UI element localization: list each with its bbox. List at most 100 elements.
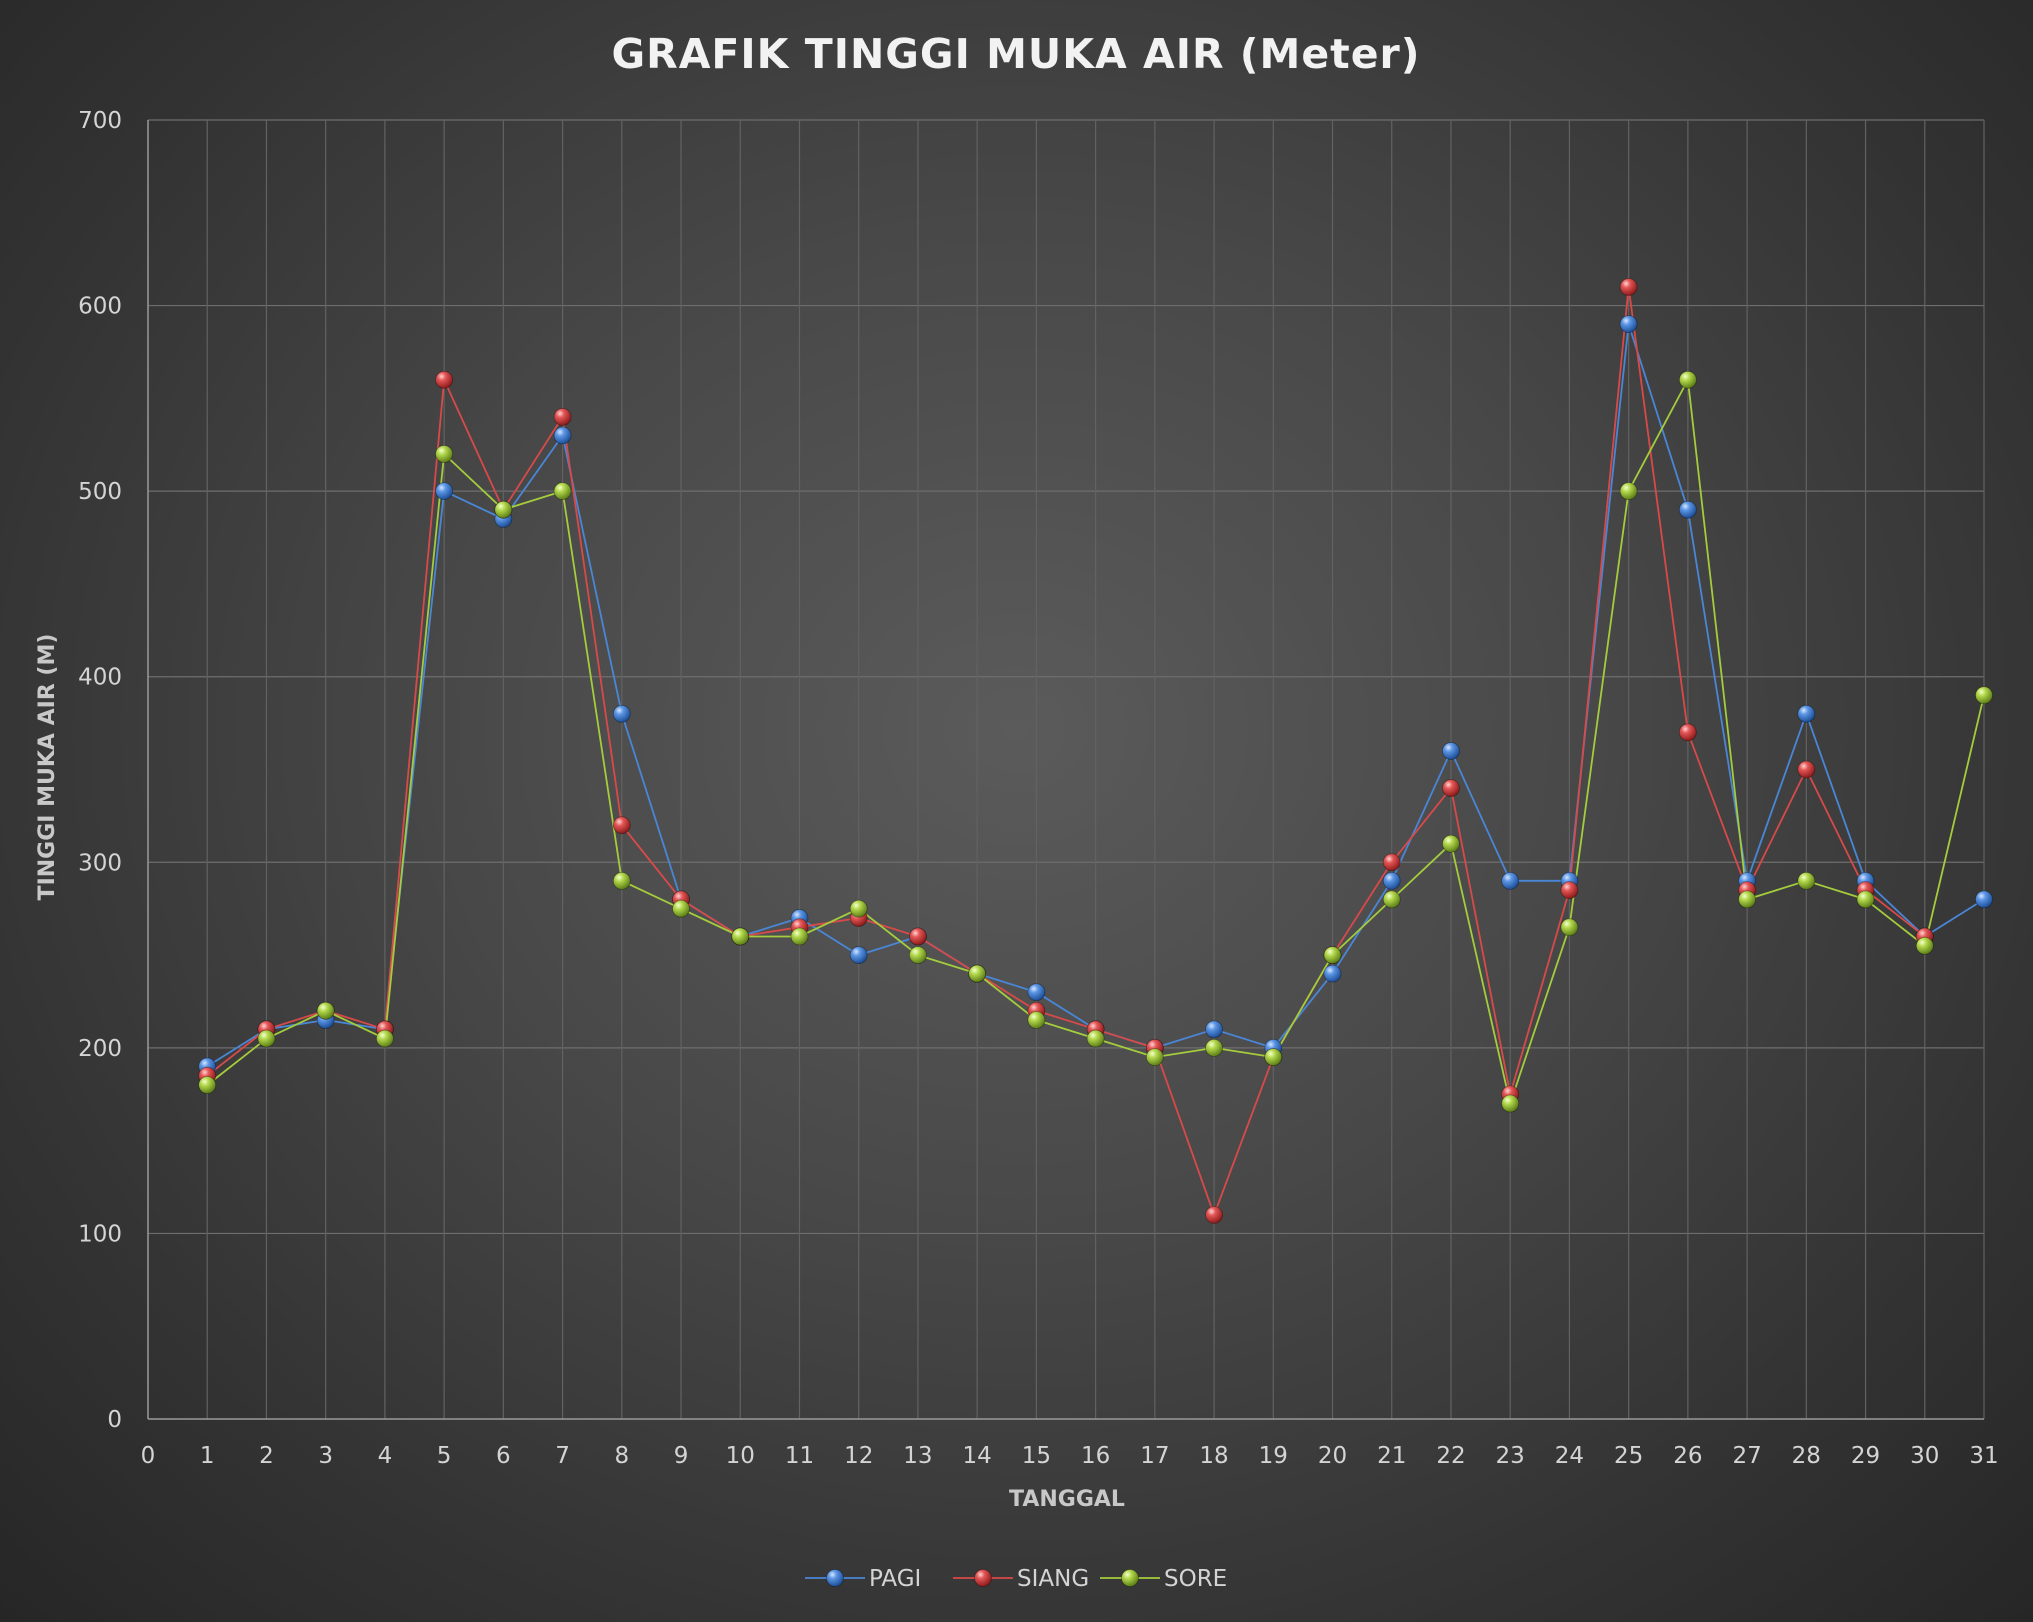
x-tick-label: 14	[963, 1443, 992, 1469]
data-point-pagi	[612, 704, 631, 723]
x-tick-label: 1	[200, 1443, 215, 1469]
legend-item-siang: SIANG	[953, 1566, 1089, 1592]
x-tick-label: 17	[1140, 1443, 1169, 1469]
legend-item-sore: SORE	[1100, 1566, 1227, 1592]
x-tick-label: 20	[1318, 1443, 1347, 1469]
data-point-pagi	[1205, 1020, 1223, 1039]
y-tick-label: 200	[78, 1036, 122, 1062]
x-tick-label: 24	[1555, 1443, 1584, 1469]
x-tick-label: 13	[903, 1443, 932, 1469]
x-tick-label: 16	[1081, 1443, 1110, 1469]
x-axis-title: TANGGAL	[1009, 1487, 1125, 1512]
data-point-pagi	[1797, 704, 1816, 723]
legend: PAGI SIANG SORE	[805, 1566, 1227, 1592]
data-point-sore	[553, 482, 572, 501]
legend-label-siang: SIANG	[1017, 1566, 1089, 1592]
data-point-sore	[1501, 1094, 1520, 1113]
x-tick-label: 7	[555, 1443, 570, 1469]
data-point-sore	[672, 899, 690, 918]
x-tick-label: 6	[496, 1443, 511, 1469]
data-point-sore	[1975, 686, 1993, 705]
data-point-pagi	[435, 482, 454, 501]
data-point-sore	[1856, 890, 1875, 909]
data-point-siang	[612, 816, 631, 835]
legend-label-pagi: PAGI	[869, 1566, 921, 1592]
data-point-sore	[1264, 1048, 1283, 1067]
x-tick-label: 28	[1792, 1443, 1821, 1469]
y-tick-label: 700	[78, 108, 122, 134]
x-tick-label: 30	[1910, 1443, 1939, 1469]
y-tick-label: 400	[78, 665, 122, 691]
data-point-sore	[790, 927, 809, 946]
y-tick-label: 600	[78, 294, 122, 320]
data-point-siang	[553, 408, 572, 426]
data-point-sore	[1442, 834, 1460, 853]
x-tick-label: 15	[1022, 1443, 1051, 1469]
x-tick-label: 9	[674, 1443, 689, 1469]
data-point-sore	[1145, 1048, 1164, 1067]
data-point-pagi	[1619, 315, 1638, 334]
data-point-sore	[1738, 890, 1756, 909]
legend-item-pagi: PAGI	[805, 1566, 921, 1592]
x-tick-label: 11	[785, 1443, 814, 1469]
x-tick-label: 29	[1851, 1443, 1880, 1469]
data-point-sore	[198, 1076, 217, 1094]
data-point-sore	[1027, 1011, 1046, 1029]
data-point-sore	[1560, 918, 1579, 937]
data-point-siang	[1678, 723, 1697, 742]
x-tick-label: 5	[437, 1443, 452, 1469]
data-point-siang	[909, 927, 927, 946]
data-point-pagi	[553, 426, 572, 445]
data-point-sore	[1205, 1038, 1223, 1057]
data-point-sore	[1619, 482, 1638, 501]
data-point-sore	[1915, 936, 1934, 955]
y-axis-ticks: 0 100 200 300 400 500 600 700	[78, 108, 122, 1433]
series-line-siang	[206, 286, 1926, 1216]
y-tick-label: 100	[78, 1221, 122, 1247]
x-tick-label: 4	[378, 1443, 393, 1469]
x-tick-label: 27	[1732, 1443, 1761, 1469]
x-tick-label: 22	[1436, 1443, 1465, 1469]
data-point-sore	[494, 500, 513, 519]
gridlines	[148, 119, 1985, 1419]
y-axis-title: TINGGI MUKA AIR (M)	[35, 634, 60, 901]
data-point-sore	[909, 946, 927, 964]
data-point-siang	[1619, 278, 1638, 296]
y-tick-label: 0	[107, 1407, 122, 1433]
x-tick-label: 25	[1614, 1443, 1643, 1469]
data-point-sore	[1323, 946, 1342, 964]
legend-marker-siang	[974, 1569, 992, 1587]
data-point-siang	[435, 370, 454, 389]
y-tick-label: 500	[78, 479, 122, 505]
data-point-pagi	[1975, 890, 1993, 909]
data-point-sore	[1678, 370, 1697, 389]
y-tick-label: 300	[78, 850, 122, 876]
x-tick-label: 2	[259, 1443, 274, 1469]
data-point-sore	[1086, 1029, 1105, 1048]
x-tick-label: 3	[318, 1443, 333, 1469]
legend-marker-pagi	[826, 1569, 844, 1587]
x-tick-label: 10	[726, 1443, 755, 1469]
data-point-sore	[435, 445, 454, 463]
data-point-sore	[968, 964, 987, 983]
data-point-siang	[1797, 760, 1816, 779]
x-tick-label: 12	[844, 1443, 873, 1469]
data-point-sore	[849, 899, 868, 918]
data-point-pagi	[1678, 500, 1697, 519]
x-tick-label: 8	[614, 1443, 629, 1469]
chart-title: GRAFIK TINGGI MUKA AIR (Meter)	[611, 30, 1420, 78]
x-tick-label: 18	[1199, 1443, 1228, 1469]
data-point-sore	[612, 871, 631, 890]
data-point-sore	[257, 1029, 276, 1048]
data-point-sore	[731, 927, 750, 946]
legend-marker-sore	[1121, 1569, 1139, 1587]
data-point-siang	[1382, 853, 1401, 872]
x-tick-label: 19	[1259, 1443, 1288, 1469]
legend-label-sore: SORE	[1164, 1566, 1227, 1592]
data-point-sore	[376, 1029, 394, 1048]
x-tick-label: 23	[1496, 1443, 1525, 1469]
data-point-siang	[1560, 881, 1579, 900]
data-point-pagi	[1323, 964, 1342, 983]
